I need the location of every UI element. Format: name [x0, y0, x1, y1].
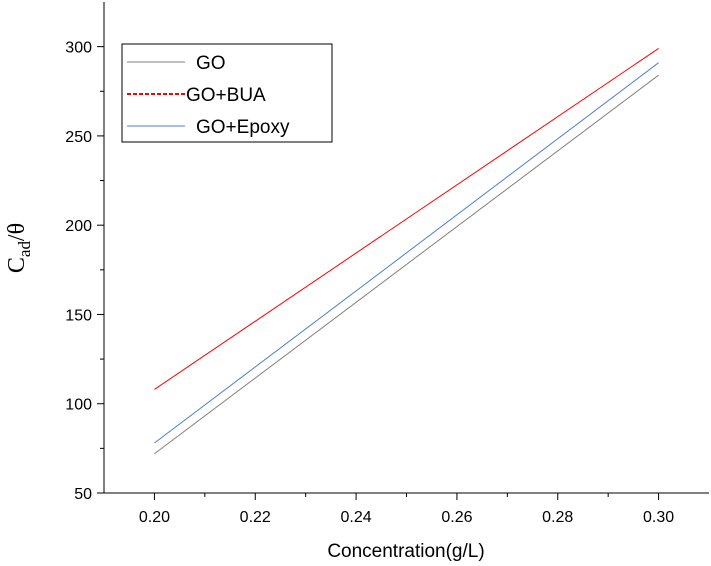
- x-tick-label: 0.30: [643, 509, 674, 526]
- y-tick-label: 250: [65, 129, 92, 146]
- x-tick-label: 0.26: [441, 509, 472, 526]
- x-tick-label: 0.28: [542, 509, 573, 526]
- legend: GO GO+BUA GO+Epoxy: [121, 43, 333, 143]
- y-tick-label: 300: [65, 40, 92, 57]
- y-axis-title-subscript: ad: [15, 241, 34, 258]
- series-line-go: [154, 74, 659, 455]
- y-tick-label: 200: [65, 218, 92, 235]
- x-tick-label: 0.22: [240, 509, 271, 526]
- y-tick-label: 150: [65, 307, 92, 324]
- y-tick-label: 50: [74, 486, 92, 503]
- x-tick-label: 0.20: [139, 509, 170, 526]
- series-lines: [154, 48, 659, 455]
- y-tick-label: 100: [65, 397, 92, 414]
- x-tick-label: 0.24: [341, 509, 372, 526]
- y-ticks: 50 100 150 200 250 300: [65, 40, 104, 503]
- x-ticks: 0.20 0.22 0.24 0.26 0.28 0.30: [139, 493, 674, 526]
- y-axis-title-suffix: /θ: [4, 223, 30, 241]
- legend-label: GO: [196, 53, 226, 74]
- legend-label: GO+BUA: [186, 85, 266, 106]
- y-axis-title: Cad/θ: [4, 223, 34, 273]
- legend-label: GO+Epoxy: [196, 117, 290, 138]
- series-line-go-bua: [154, 48, 659, 390]
- series-line-go-epoxy: [154, 62, 659, 444]
- x-axis-title: Concentration(g/L): [327, 541, 484, 562]
- y-axis-title-main: C: [4, 257, 30, 273]
